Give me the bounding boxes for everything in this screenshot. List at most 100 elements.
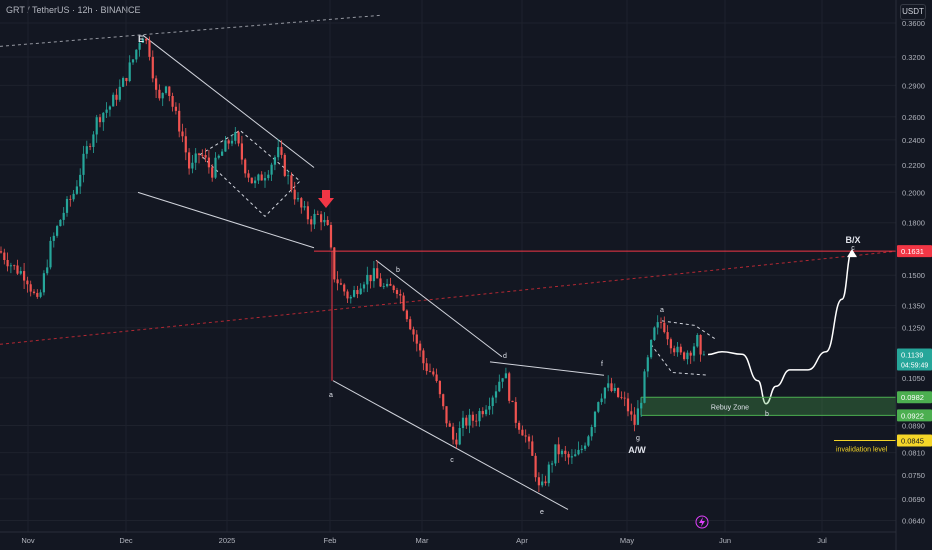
wave-label-6: f — [601, 361, 603, 368]
candle-body — [122, 78, 125, 87]
candle-body — [666, 332, 669, 340]
candle-body — [287, 175, 290, 177]
candle-body — [9, 265, 12, 267]
candle-body — [679, 346, 682, 353]
candle-body — [42, 273, 45, 293]
candle-body — [214, 157, 217, 178]
candle-body — [49, 240, 52, 268]
candle-body — [485, 409, 488, 415]
candle-body — [696, 334, 699, 347]
currency-button[interactable]: USDT — [900, 4, 926, 20]
y-tick-label: 0.1050 — [902, 374, 925, 383]
candle-body — [422, 350, 425, 364]
price-tag — [897, 409, 932, 422]
candle-body — [148, 40, 151, 57]
candle-body — [643, 371, 646, 403]
candle-body — [333, 247, 336, 280]
candle-body — [221, 151, 224, 156]
candle-body — [640, 402, 643, 409]
candle-body — [613, 388, 616, 391]
candle-body — [494, 391, 498, 398]
candle-body — [52, 235, 55, 241]
candle-body — [323, 219, 326, 223]
candle-body — [508, 373, 511, 401]
candle-body — [445, 406, 448, 424]
candle-body — [636, 408, 639, 425]
candle-body — [369, 274, 372, 282]
candle-body — [481, 411, 484, 415]
candle-body — [498, 381, 501, 392]
candle-body — [105, 109, 108, 113]
candle-body — [171, 95, 174, 107]
invalidation-label: invalidation level — [836, 446, 888, 453]
y-tick-label: 0.0750 — [902, 471, 925, 480]
candle-body — [102, 112, 105, 123]
candle-body — [438, 380, 441, 395]
x-tick-label: Apr — [516, 536, 528, 545]
candle-body — [372, 268, 375, 282]
candle-body — [617, 388, 620, 397]
y-tick-label: 0.2400 — [902, 136, 925, 145]
candle-body — [62, 212, 65, 220]
candle-body — [250, 177, 253, 184]
event-icon[interactable] — [695, 515, 709, 529]
x-tick-label: Mar — [416, 536, 429, 545]
candle-body — [537, 477, 540, 486]
candle-body — [580, 448, 583, 450]
y-tick-label: 0.1250 — [902, 324, 925, 333]
y-tick-label: 0.0690 — [902, 495, 925, 504]
candle-body — [141, 38, 144, 43]
candle-body — [277, 147, 280, 158]
candle-body — [118, 86, 121, 100]
candle-body — [211, 167, 214, 178]
candle-body — [412, 329, 415, 335]
candle-body — [0, 251, 3, 253]
candle-body — [366, 274, 369, 285]
candle-body — [587, 436, 590, 446]
candle-body — [689, 352, 692, 356]
candle-body — [554, 444, 557, 464]
rebuy-zone — [641, 397, 896, 416]
candle-body — [560, 450, 564, 455]
candle-body — [584, 445, 587, 449]
candle-body — [362, 284, 366, 289]
candle-body — [491, 397, 494, 407]
candle-body — [260, 174, 263, 181]
candle-body — [656, 322, 659, 328]
red-down-arrow — [318, 190, 334, 208]
price-tag-value: 0.0845 — [901, 436, 924, 445]
candle-body — [65, 198, 69, 213]
candle-body — [296, 198, 300, 200]
y-tick-label: 0.0810 — [902, 449, 925, 458]
candle-body — [702, 354, 705, 356]
candle-body — [188, 152, 191, 169]
candle-body — [3, 252, 6, 261]
candle-body — [514, 401, 517, 423]
candle-body — [39, 292, 42, 297]
candle-body — [29, 284, 32, 292]
candle-body — [399, 293, 402, 296]
candle-body — [435, 374, 438, 381]
candle-body — [224, 140, 227, 152]
candle-body — [349, 296, 352, 299]
candle-body — [82, 153, 85, 175]
candle-body — [570, 456, 573, 458]
candle-body — [547, 464, 550, 484]
candle-body — [653, 327, 656, 340]
wave-label-1: a — [329, 392, 333, 399]
y-tick-label: 0.2900 — [902, 81, 925, 90]
projection-arrowhead — [847, 249, 857, 258]
candle-body — [564, 450, 567, 454]
candle-body — [541, 481, 544, 486]
candle-body — [699, 334, 702, 355]
candle-body — [432, 371, 435, 375]
candle-body — [230, 140, 234, 144]
candle-body — [501, 378, 504, 382]
candle-body — [389, 283, 392, 286]
candle-body — [343, 284, 346, 292]
y-tick-label: 0.3600 — [902, 19, 925, 28]
y-tick-label: 0.2200 — [902, 161, 925, 170]
candle-body — [402, 295, 405, 311]
candle-body — [155, 78, 158, 90]
